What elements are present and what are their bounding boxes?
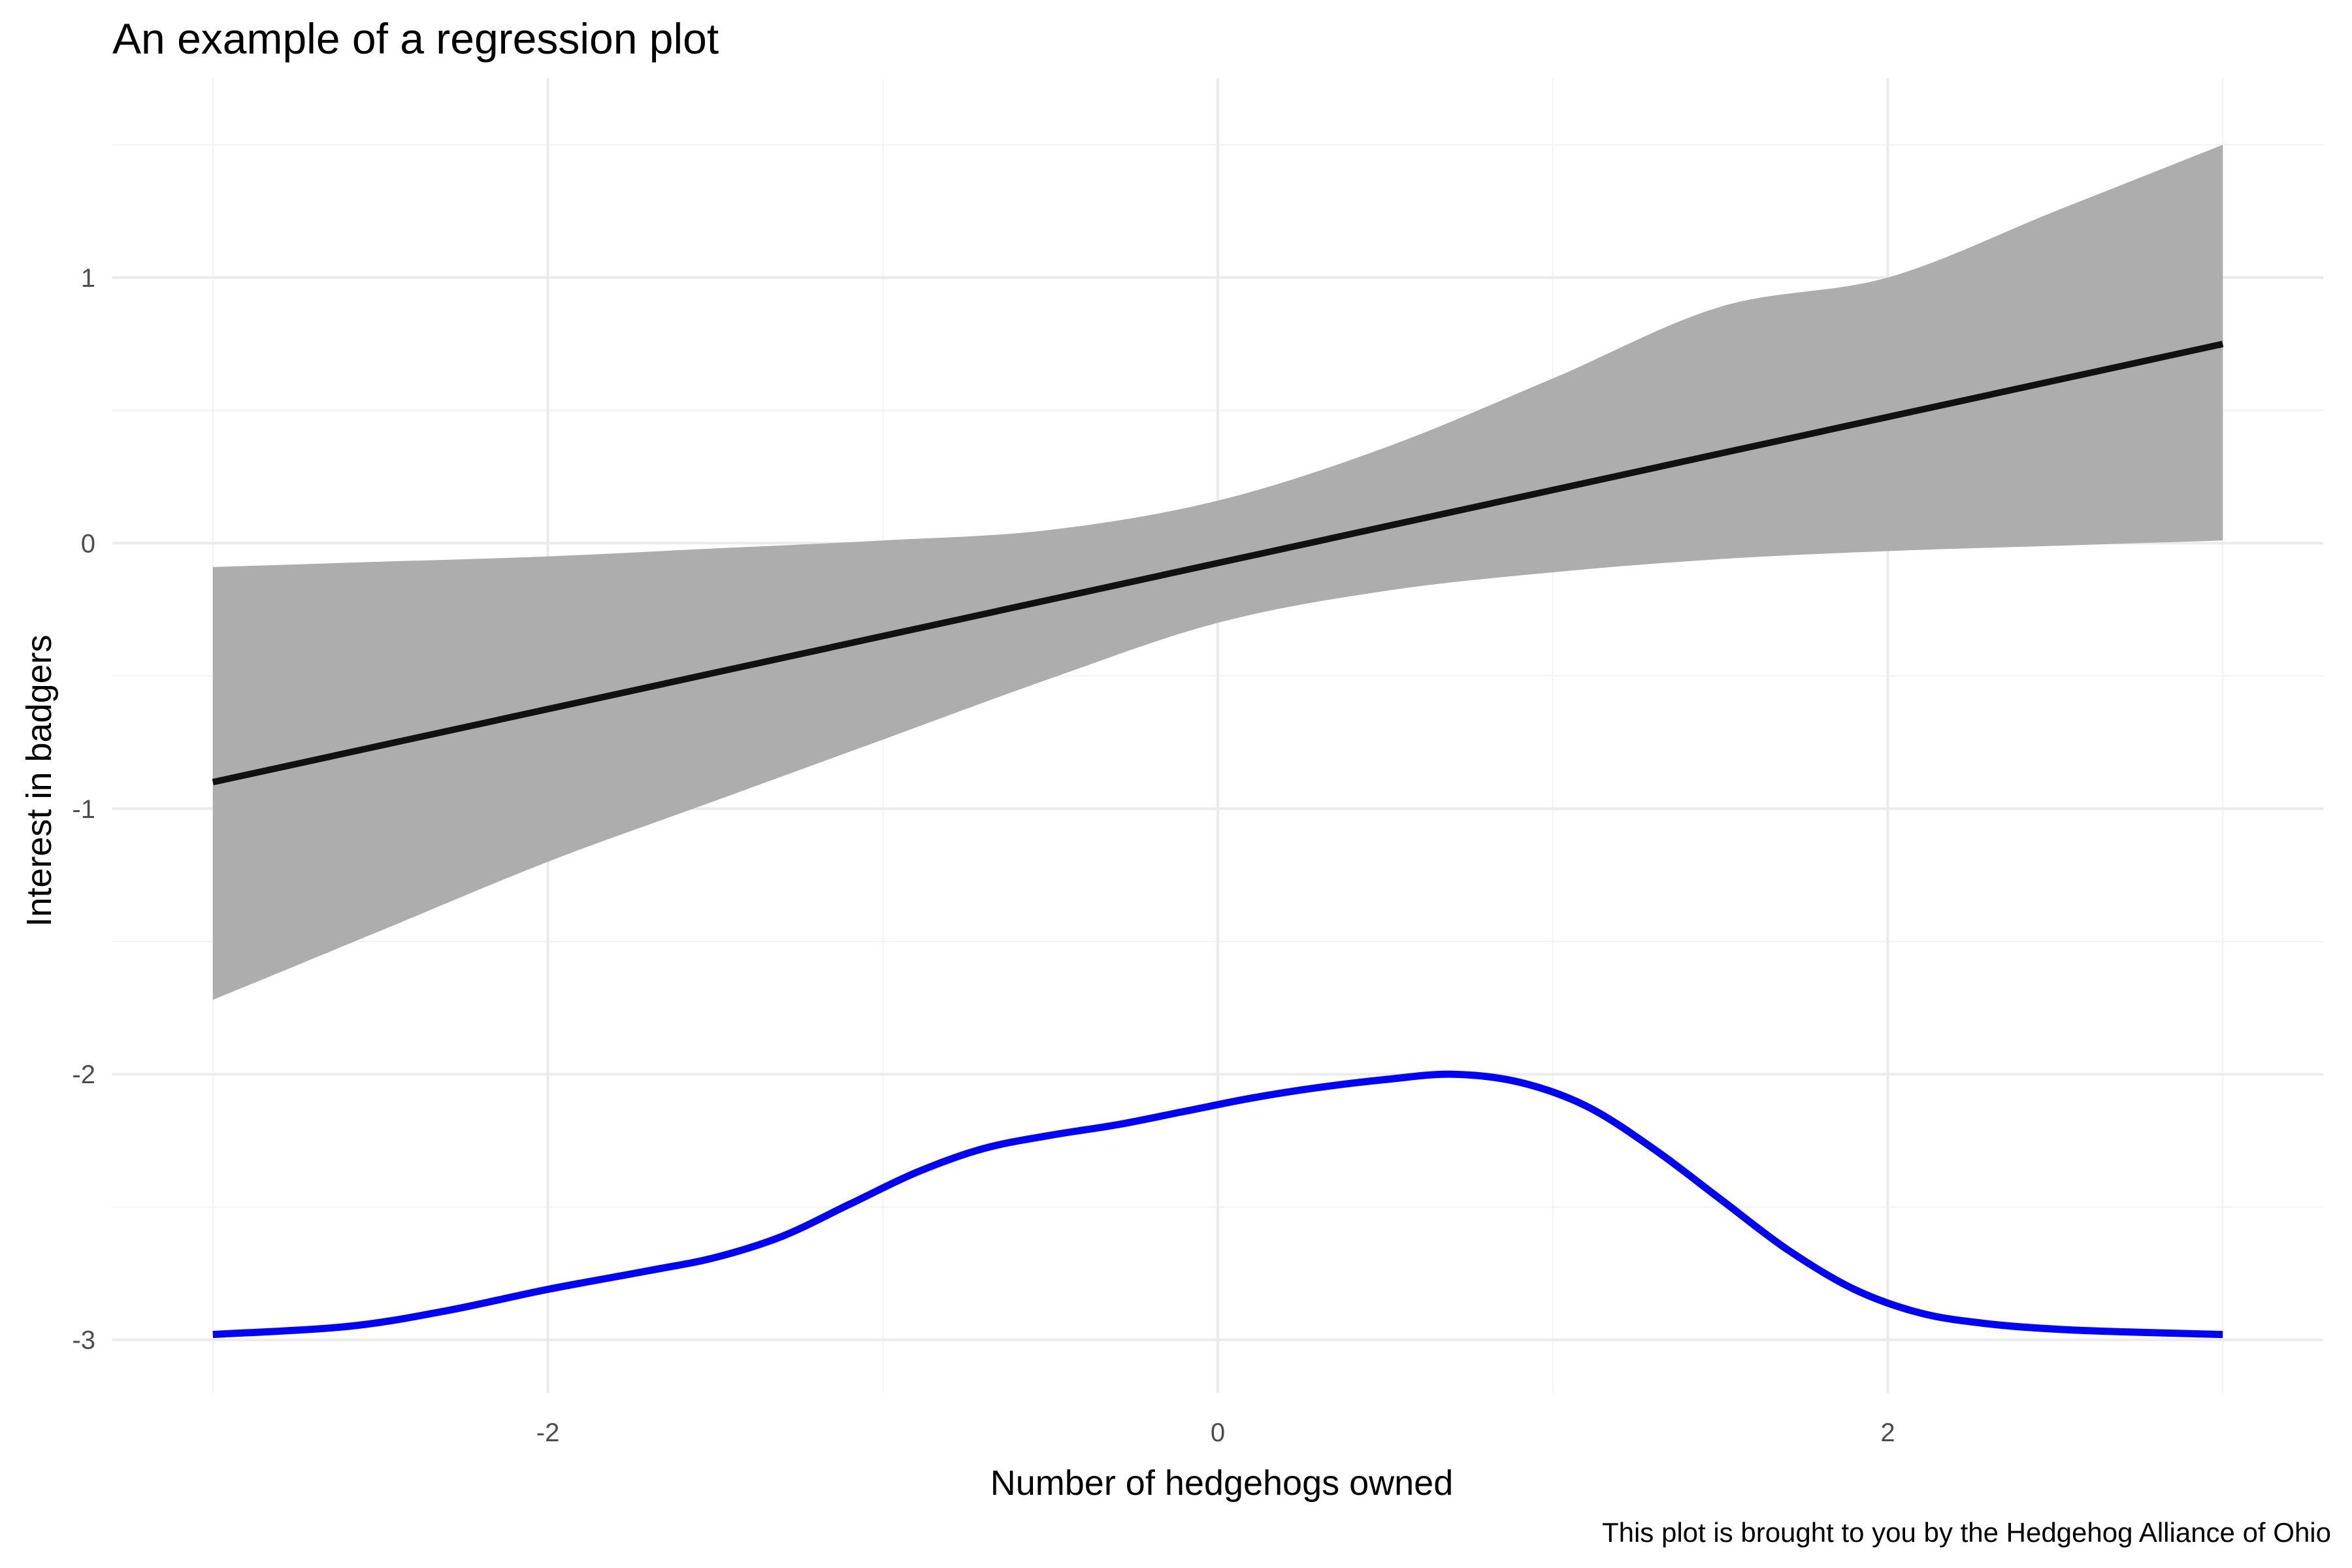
y-tick-label: -1: [72, 795, 95, 824]
confidence-band: [212, 144, 2223, 1000]
chart-caption: This plot is brought to you by the Hedge…: [1602, 1517, 2331, 1548]
series-layer: [212, 144, 2224, 1339]
y-tick-label: -2: [72, 1060, 95, 1089]
x-tick-label: -2: [536, 1418, 560, 1447]
y-tick-label: 1: [81, 264, 95, 293]
density-curve: [212, 1070, 2223, 1339]
y-tick-label: -3: [72, 1326, 95, 1355]
tick-labels: -2 0 2 -3 -2 -1 0 1: [72, 264, 1895, 1447]
x-axis-title: Number of hedgehogs owned: [990, 1463, 1454, 1503]
x-tick-label: 2: [1880, 1418, 1895, 1447]
chart-title: An example of a regression plot: [112, 14, 719, 63]
x-tick-label: 0: [1211, 1418, 1225, 1447]
y-tick-label: 0: [81, 529, 95, 558]
y-axis-title: Interest in badgers: [20, 634, 59, 926]
fit-line: [212, 340, 2224, 786]
